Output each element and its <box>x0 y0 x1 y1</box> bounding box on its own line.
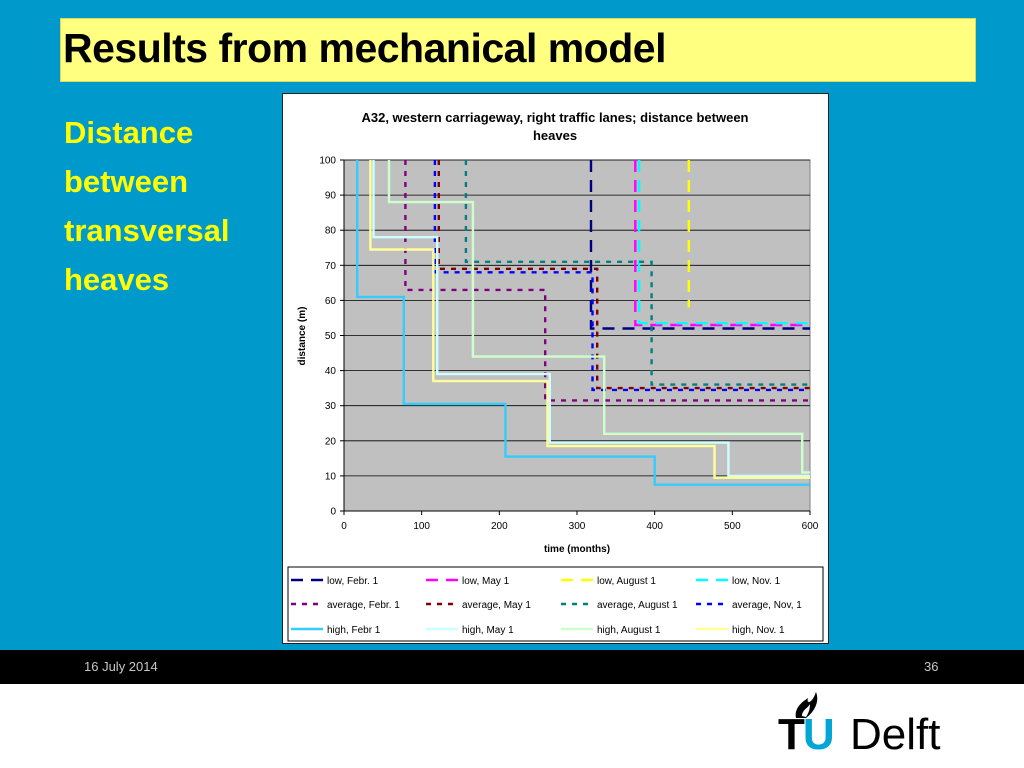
x-tick-label: 300 <box>569 521 586 532</box>
page-number: 36 <box>924 659 939 674</box>
y-tick-label: 60 <box>325 296 337 307</box>
side-caption-line: between <box>64 164 189 199</box>
logo-delft: Delft <box>850 710 941 759</box>
side-caption-line: Distance <box>64 115 194 150</box>
legend-label: low, May 1 <box>462 576 510 587</box>
y-tick-label: 80 <box>325 226 337 237</box>
title-banner: Results from mechanical model <box>60 18 976 82</box>
y-tick-label: 10 <box>325 471 337 482</box>
series-line-2 <box>634 160 810 327</box>
series-line-12 <box>369 160 810 479</box>
y-tick-label: 100 <box>319 156 336 167</box>
legend-label: low, Febr. 1 <box>327 576 379 587</box>
x-tick-label: 400 <box>646 521 663 532</box>
y-tick-label: 90 <box>325 191 337 202</box>
logo-t: T <box>778 710 805 759</box>
y-axis-label: distance (m) <box>297 307 308 366</box>
x-tick-label: 100 <box>413 521 430 532</box>
y-tick-label: 20 <box>325 436 337 447</box>
legend-label: average, May 1 <box>462 600 531 611</box>
footer-date: 16 July 2014 <box>84 659 158 674</box>
y-tick-label: 40 <box>325 366 337 377</box>
y-tick-label: 0 <box>330 507 336 518</box>
series-line-10 <box>372 160 810 478</box>
legend-label: low, Nov. 1 <box>732 576 781 587</box>
series-line-1 <box>589 160 810 330</box>
logo-tu: TU <box>778 710 835 760</box>
legend-label: high, August 1 <box>597 625 661 636</box>
flame-icon <box>795 692 818 718</box>
logo-u: U <box>802 710 835 759</box>
legend-label: average, Febr. 1 <box>327 600 400 611</box>
tu-delft-logo: TU Delft <box>778 690 948 760</box>
series-line-7 <box>464 160 810 386</box>
x-tick-label: 0 <box>341 521 347 532</box>
x-tick-label: 600 <box>802 521 819 532</box>
legend-label: high, May 1 <box>462 625 514 636</box>
legend-label: average, August 1 <box>597 600 678 611</box>
series-line-4 <box>637 160 810 325</box>
chart-panel: A32, western carriageway, right traffic … <box>282 93 829 644</box>
side-caption-line: transversal <box>64 213 230 248</box>
legend-label: low, August 1 <box>597 576 656 587</box>
legend-label: average, Nov, 1 <box>732 600 802 611</box>
legend-label: high, Febr 1 <box>327 625 381 636</box>
side-caption-line: heaves <box>64 262 170 297</box>
chart-title-line: heaves <box>533 128 577 143</box>
slide-title: Results from mechanical model <box>63 25 666 71</box>
x-axis-label: time (months) <box>544 544 610 555</box>
chart-svg: A32, western carriageway, right traffic … <box>287 110 824 642</box>
legend-box <box>287 566 824 642</box>
chart-title-line: A32, western carriageway, right traffic … <box>361 110 748 125</box>
series-line-6 <box>437 160 810 390</box>
y-tick-label: 50 <box>325 331 337 342</box>
y-tick-label: 70 <box>325 261 337 272</box>
x-tick-label: 200 <box>491 521 508 532</box>
series-line-9 <box>355 160 810 486</box>
side-caption: Distance between transversal heaves <box>64 108 274 304</box>
x-tick-label: 500 <box>724 521 741 532</box>
series-line-11 <box>387 160 810 474</box>
legend-label: high, Nov. 1 <box>732 625 785 636</box>
y-tick-label: 30 <box>325 401 337 412</box>
footer-bar: 16 July 2014 36 <box>0 650 1024 684</box>
